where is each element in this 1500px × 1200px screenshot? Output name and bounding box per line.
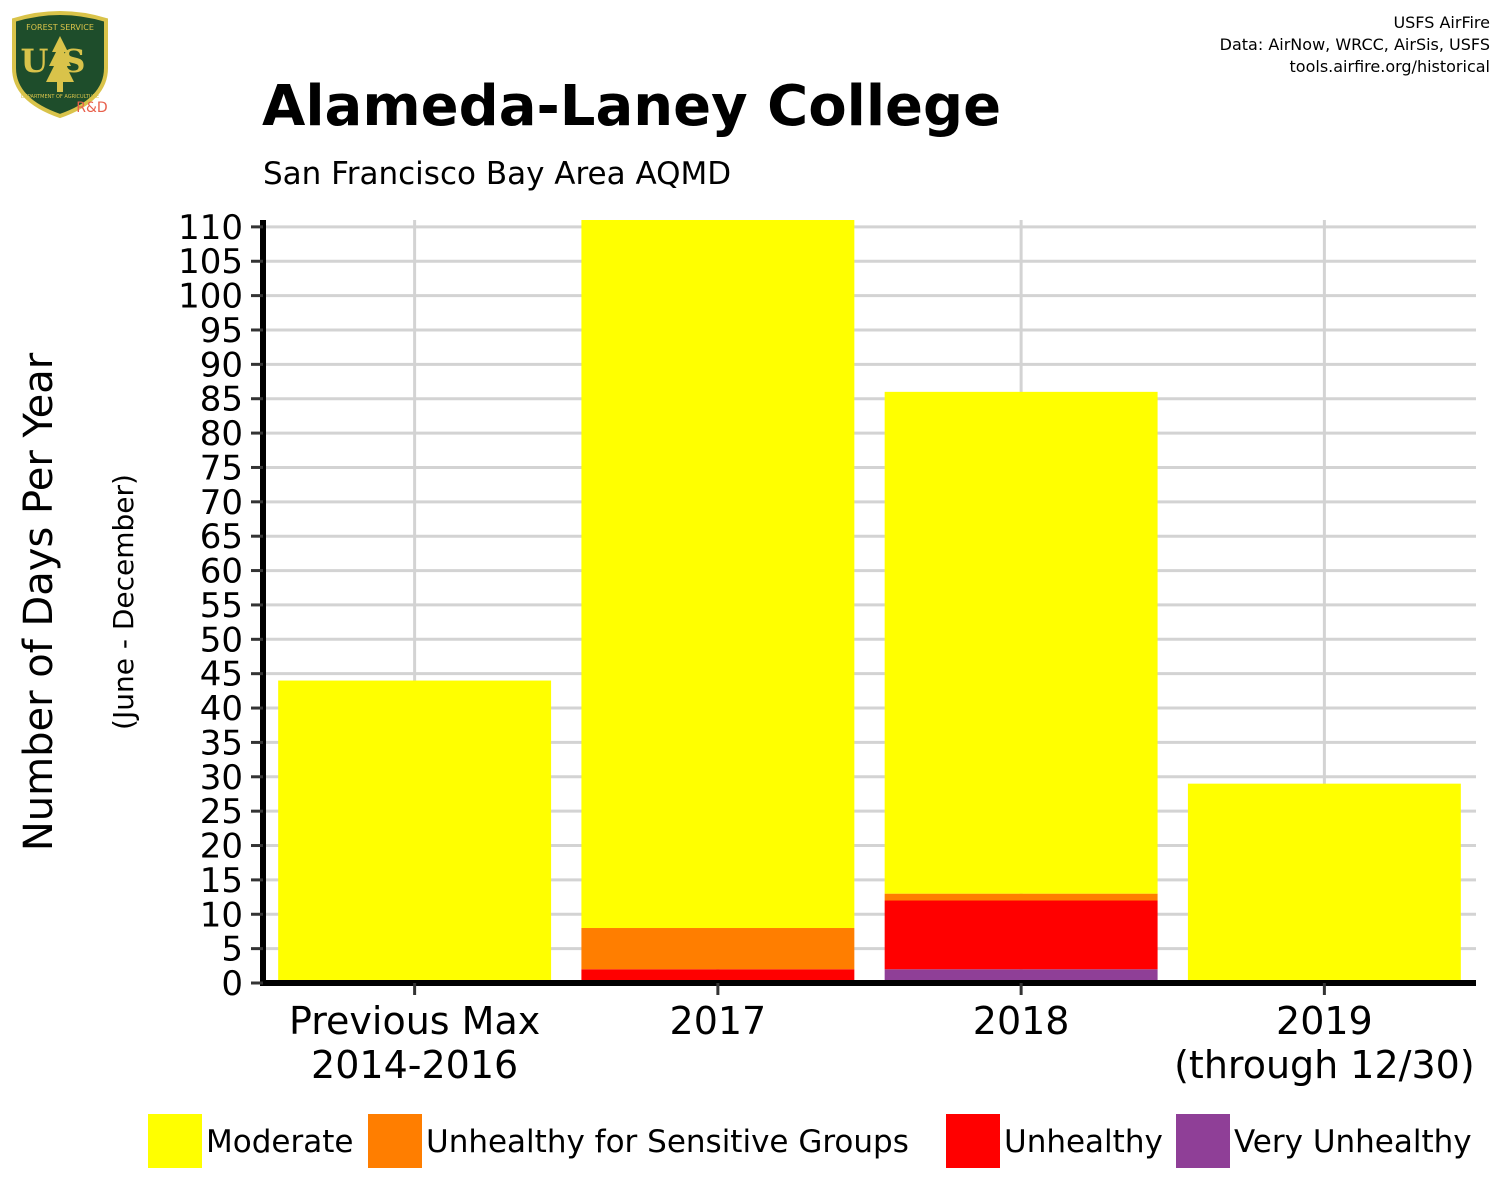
credit-line: Data: AirNow, WRCC, AirSis, USFS <box>1219 35 1490 54</box>
chart-legend: Moderate Unhealthy for Sensitive Groups Un… <box>0 1112 1500 1172</box>
legend-label: Moderate <box>206 1124 354 1160</box>
y-tick-label: 80 <box>200 414 243 454</box>
bar-segment <box>581 220 855 929</box>
y-tick-label: 90 <box>200 345 243 385</box>
y-tick-label: 35 <box>200 723 243 763</box>
stacked-bar-chart: 0510152025303540455055606570758085909510… <box>16 208 1476 1087</box>
logo-bottom-text: DEPARTMENT OF AGRICULTURE <box>21 94 99 100</box>
y-tick-label: 65 <box>200 517 243 557</box>
bar-segment <box>278 680 552 983</box>
bar-segment <box>884 900 1158 970</box>
x-tick-label: 2018 <box>973 999 1070 1043</box>
y-axis-title: Number of Days Per Year <box>16 352 62 851</box>
x-tick-label: Previous Max <box>289 999 540 1043</box>
legend-label: Unhealthy for Sensitive Groups <box>426 1124 909 1160</box>
y-tick-label: 25 <box>200 792 243 832</box>
y-tick-label: 40 <box>200 689 243 729</box>
legend-swatch <box>946 1114 1000 1168</box>
y-tick-label: 0 <box>221 964 243 1004</box>
y-tick-label: 95 <box>200 311 243 351</box>
legend-swatch <box>1176 1114 1230 1168</box>
y-tick-label: 15 <box>200 861 243 901</box>
bar-segment <box>581 928 855 970</box>
logo-rd-tag: R&D <box>76 100 107 116</box>
legend-swatch <box>368 1114 422 1168</box>
y-tick-label: 10 <box>200 895 243 935</box>
chart-title: Alameda-Laney College <box>262 74 1002 139</box>
forest-service-logo: FOREST SERVICE US DEPARTMENT OF AGRICULT… <box>12 11 108 119</box>
y-tick-label: 45 <box>200 655 243 695</box>
y-tick-label: 60 <box>200 552 243 592</box>
legend-swatch <box>148 1114 202 1168</box>
legend-label: Very Unhealthy <box>1234 1124 1472 1160</box>
tree-icon <box>46 36 74 92</box>
chart-subtitle: San Francisco Bay Area AQMD <box>263 156 732 192</box>
y-axis-subtitle: (June - December) <box>107 474 140 730</box>
y-tick-label: 30 <box>200 758 243 798</box>
bar-segment <box>884 969 1158 983</box>
y-tick-label: 70 <box>200 483 243 523</box>
y-tick-label: 5 <box>221 930 243 970</box>
credit-line: tools.airfire.org/historical <box>1289 57 1490 76</box>
y-tick-label: 110 <box>178 208 243 248</box>
bar-segment <box>884 391 1158 894</box>
credit-line: USFS AirFire <box>1393 13 1490 32</box>
y-tick-label: 55 <box>200 586 243 626</box>
y-tick-label: 20 <box>200 827 243 867</box>
x-tick-label: 2014-2016 <box>311 1043 518 1087</box>
y-tick-label: 100 <box>178 277 243 317</box>
legend-label: Unhealthy <box>1004 1124 1163 1160</box>
y-tick-label: 105 <box>178 242 243 282</box>
y-tick-label: 75 <box>200 448 243 488</box>
bar-segment <box>1187 783 1461 983</box>
y-tick-label: 50 <box>200 620 243 660</box>
bar-segment <box>581 969 855 983</box>
logo-top-text: FOREST SERVICE <box>26 23 94 32</box>
x-tick-label: 2017 <box>670 999 767 1043</box>
bar-segment <box>884 893 1158 901</box>
y-tick-label: 85 <box>200 380 243 420</box>
data-credits: USFS AirFire Data: AirNow, WRCC, AirSis,… <box>1220 12 1490 78</box>
x-tick-label: (through 12/30) <box>1174 1043 1475 1087</box>
x-tick-label: 2019 <box>1276 999 1373 1043</box>
